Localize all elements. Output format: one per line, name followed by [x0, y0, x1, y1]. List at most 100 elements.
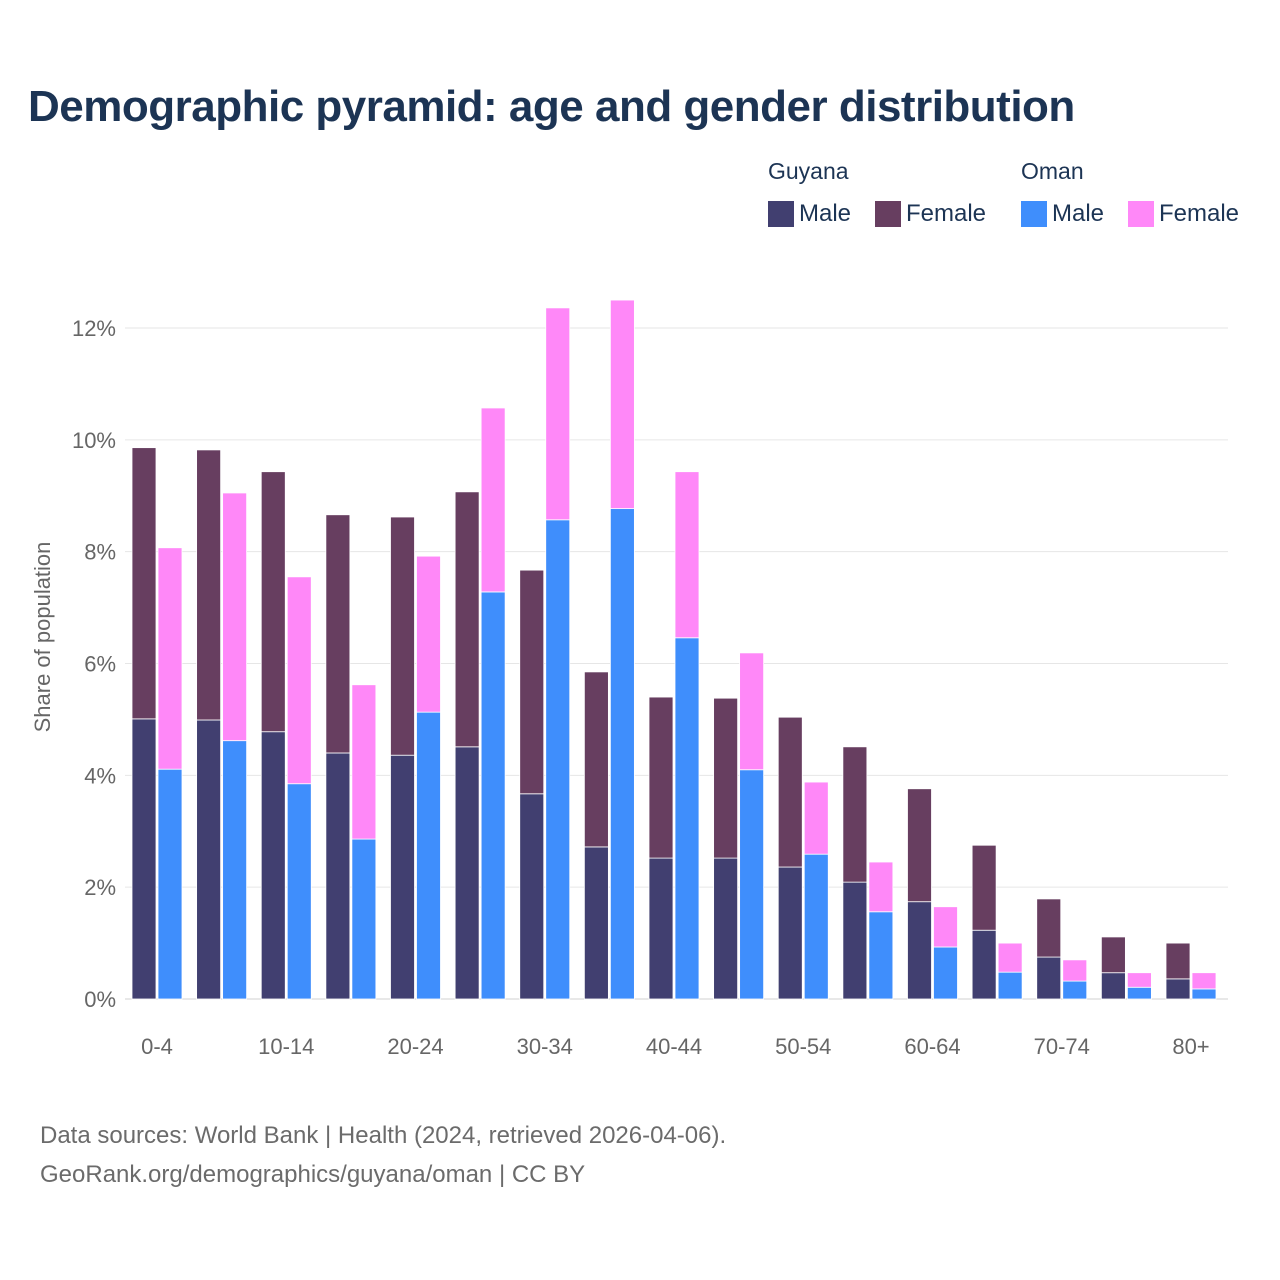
x-tick-label: 30-34	[517, 1034, 573, 1059]
bar-oman-female	[286, 576, 312, 785]
bar-guyana-male	[842, 881, 868, 1000]
legend-swatch	[768, 201, 794, 227]
bar-guyana-female	[907, 788, 932, 903]
bar-oman-male	[739, 769, 765, 1000]
bar-oman-male	[416, 711, 441, 1000]
bar-oman-female	[416, 555, 441, 713]
bar-oman-male	[609, 508, 635, 1000]
x-tick-label: 20-24	[387, 1034, 443, 1059]
y-tick-label: 4%	[84, 763, 116, 788]
bar-oman-female	[997, 942, 1023, 973]
bar-guyana-male	[648, 857, 674, 1000]
bar-oman-male	[286, 783, 312, 1000]
bar-oman-male	[480, 591, 506, 1000]
bar-guyana-male	[907, 901, 932, 1000]
bar-guyana-female	[648, 696, 674, 859]
bar-guyana-female	[842, 746, 868, 883]
bar-guyana-male	[583, 846, 609, 1000]
bar-oman-female	[545, 307, 571, 521]
bar-guyana-female	[325, 514, 351, 754]
bar-guyana-male	[971, 929, 997, 1000]
bar-guyana-female	[131, 447, 157, 720]
bar-guyana-female	[519, 569, 545, 795]
bar-oman-female	[933, 906, 958, 948]
bar-guyana-female	[777, 716, 803, 868]
bar-oman-female	[739, 652, 765, 771]
legend-group-oman: Oman	[1021, 158, 1084, 184]
bar-oman-male	[351, 838, 377, 1000]
legend-guyana-female[interactable]: Female	[875, 200, 986, 228]
bar-oman-male	[545, 519, 571, 1000]
bar-guyana-male	[196, 719, 222, 1000]
bar-guyana-female	[713, 697, 739, 859]
x-tick-label: 10-14	[258, 1034, 314, 1059]
bar-guyana-female	[196, 449, 222, 721]
source-link[interactable]: GeoRank.org/demographics/guyana/oman | C…	[40, 1161, 586, 1188]
bar-guyana-male	[519, 793, 545, 1000]
legend-label: Female	[906, 200, 987, 227]
bar-oman-female	[1062, 959, 1088, 982]
bar-oman-male	[933, 946, 958, 1000]
y-axis-label: Share of population	[30, 542, 55, 733]
x-tick-label: 60-64	[904, 1034, 960, 1059]
bar-oman-female	[222, 492, 248, 742]
bar-guyana-male	[131, 718, 157, 1000]
source-line: Data sources: World Bank | Health (2024,…	[40, 1122, 727, 1149]
legend-oman-female[interactable]: Female	[1128, 200, 1239, 228]
bar-guyana-female	[971, 844, 997, 931]
bar-oman-male	[997, 971, 1023, 1000]
bar-guyana-female	[390, 516, 415, 756]
legend-swatch	[1021, 201, 1047, 227]
bar-guyana-male	[325, 752, 351, 1000]
bar-guyana-male	[1036, 956, 1062, 1000]
y-tick-label: 2%	[84, 875, 116, 900]
bar-oman-male	[868, 911, 894, 1000]
bar-guyana-male	[454, 746, 480, 1000]
y-tick-label: 6%	[84, 652, 116, 677]
bar-guyana-male	[260, 731, 286, 1000]
bar-guyana-female	[583, 671, 609, 848]
legend-swatch	[1128, 201, 1154, 227]
bar-oman-male	[157, 768, 183, 1000]
bar-oman-female	[1191, 972, 1217, 990]
x-tick-label: 50-54	[775, 1034, 831, 1059]
bar-oman-female	[609, 299, 635, 510]
bar-oman-female	[674, 471, 700, 639]
legend-swatch	[875, 201, 901, 227]
bar-oman-female	[351, 684, 377, 840]
y-tick-label: 12%	[72, 316, 116, 341]
bar-oman-male	[1126, 986, 1152, 1000]
bar-oman-male	[674, 637, 700, 1000]
legend-label: Male	[1052, 200, 1105, 227]
legend-oman-male[interactable]: Male	[1021, 200, 1104, 228]
bar-guyana-female	[1100, 936, 1126, 974]
bar-guyana-male	[1100, 972, 1126, 1000]
chart-title: Demographic pyramid: age and gender dist…	[28, 82, 1075, 131]
bar-guyana-male	[777, 866, 803, 1000]
legend-label: Male	[799, 200, 852, 227]
bar-oman-female	[1126, 972, 1152, 988]
bar-guyana-female	[454, 491, 480, 748]
source-note: Data sources: World Bank | Health (2024,…	[40, 1116, 726, 1194]
bar-oman-female	[480, 407, 506, 593]
bar-guyana-female	[260, 471, 286, 733]
bar-oman-female	[868, 861, 894, 913]
x-tick-label: 80+	[1172, 1034, 1209, 1059]
bar-oman-male	[1191, 988, 1217, 1000]
bar-oman-male	[1062, 980, 1088, 1000]
bar-oman-female	[157, 547, 183, 770]
y-tick-label: 10%	[72, 428, 116, 453]
bar-guyana-male	[1165, 978, 1191, 1000]
y-tick-label: 8%	[84, 540, 116, 565]
bar-guyana-male	[713, 857, 739, 1000]
x-tick-label: 40-44	[646, 1034, 702, 1059]
x-tick-label: 0-4	[141, 1034, 173, 1059]
legend-guyana-male[interactable]: Male	[768, 200, 851, 228]
bar-guyana-male	[390, 754, 415, 1000]
bar-oman-female	[803, 781, 829, 855]
x-tick-label: 70-74	[1034, 1034, 1090, 1059]
bar-guyana-female	[1036, 898, 1062, 958]
bar-guyana-female	[1165, 942, 1191, 980]
y-tick-label: 0%	[84, 987, 116, 1012]
